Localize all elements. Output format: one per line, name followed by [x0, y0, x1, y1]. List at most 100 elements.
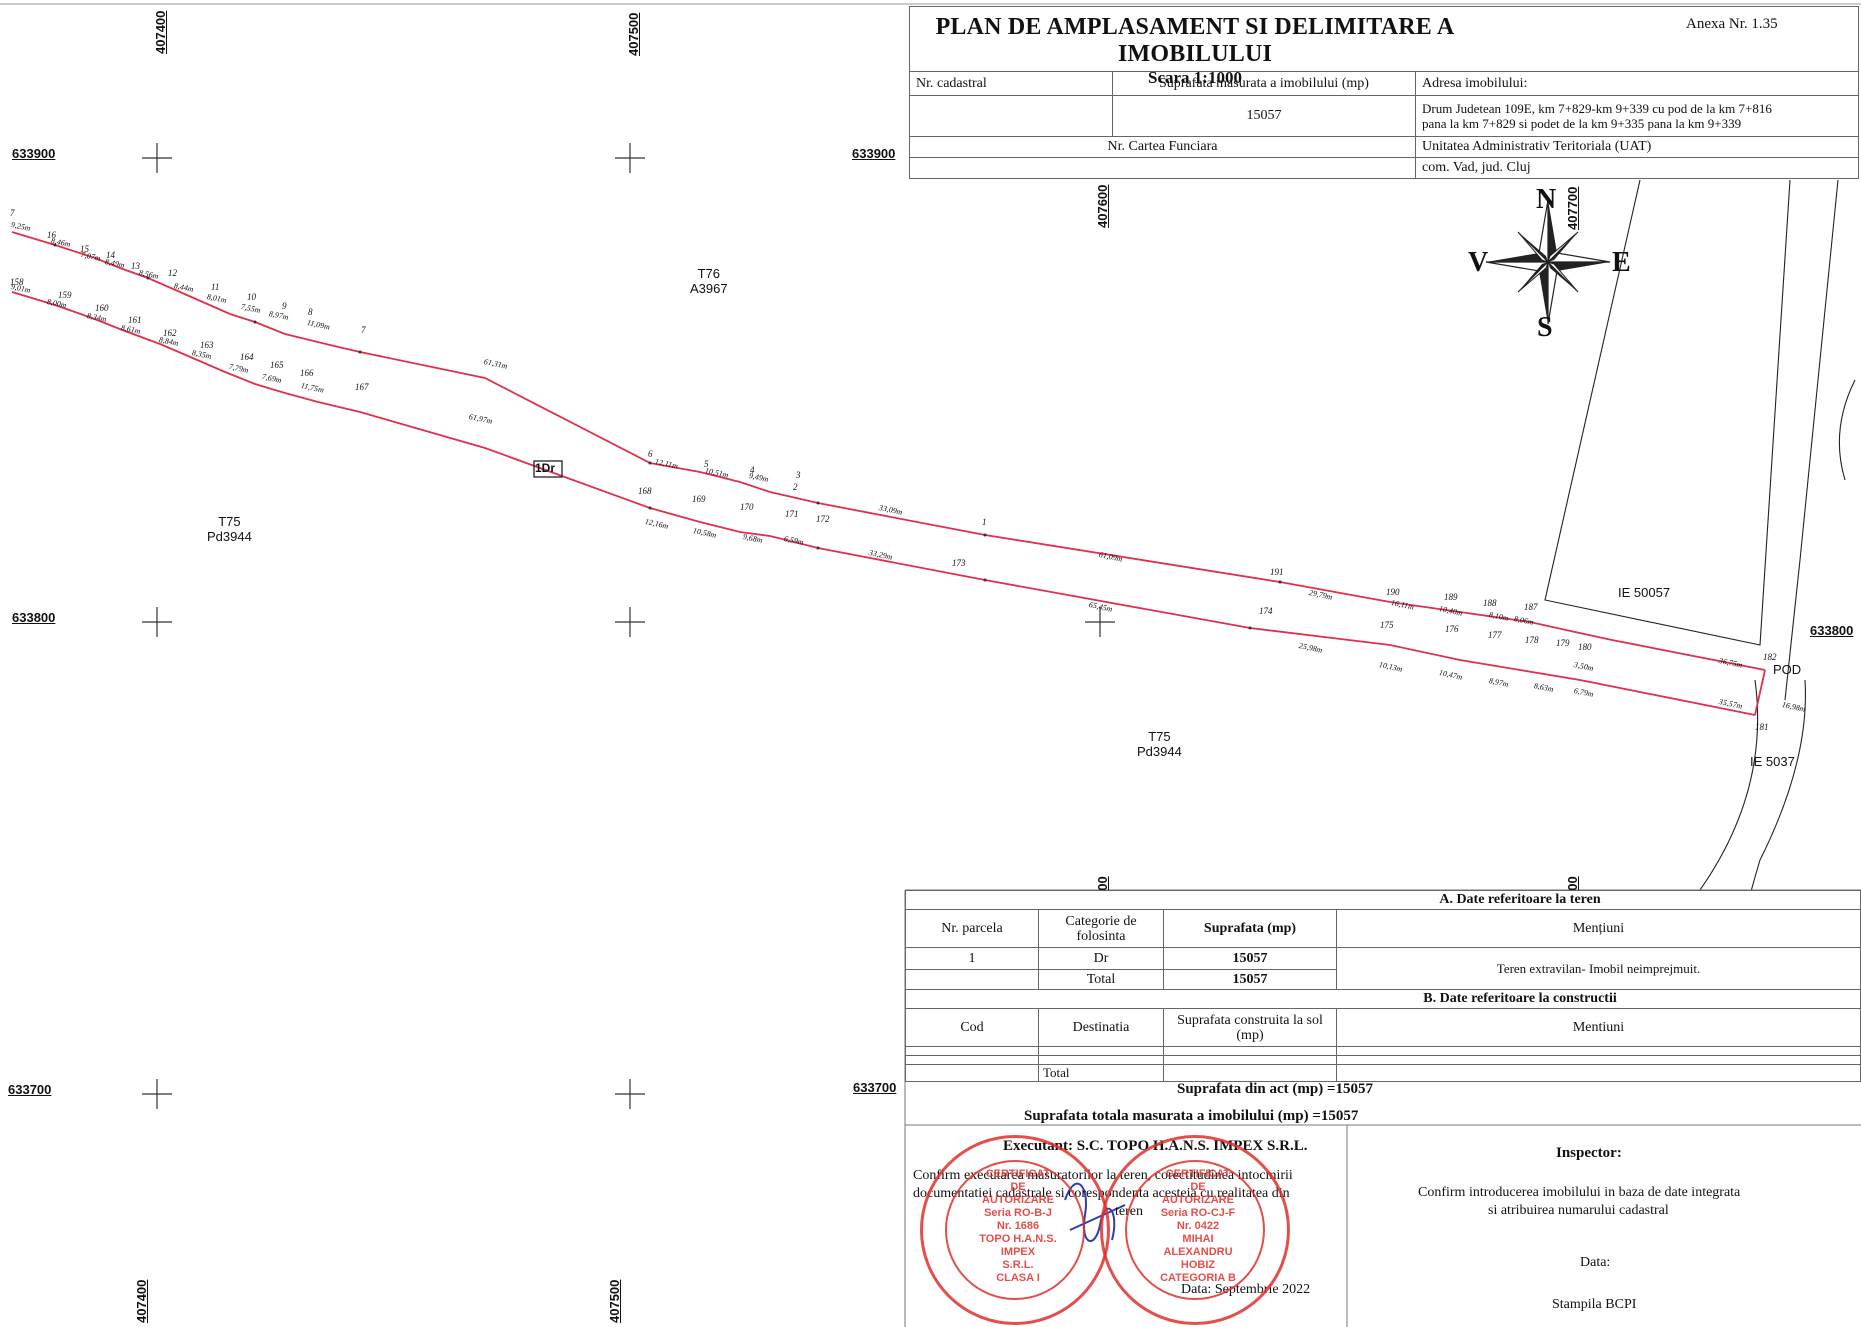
point-label: 160 — [95, 303, 109, 313]
stamp-line: Nr. 1686 — [996, 1220, 1040, 1232]
point-label: 172 — [816, 514, 830, 524]
grid-y-bot-left: 633700 — [8, 1082, 52, 1097]
point-label: 16 — [47, 230, 56, 240]
cf-label: Nr. Cartea Funciara — [909, 135, 1416, 158]
stamp-line: CERTIFICAT — [985, 1168, 1051, 1180]
col-suprafata-constructie: Suprafata construita la sol (mp) — [1163, 1008, 1337, 1047]
point-label: 12 — [168, 268, 177, 278]
point-label: 180 — [1578, 642, 1592, 652]
point-label: 15 — [80, 244, 89, 254]
parcel-label-t75-right: T75 Pd3944 — [1137, 729, 1182, 759]
point-label: 182 — [1763, 652, 1777, 662]
point-label: 191 — [1270, 567, 1284, 577]
point-label: 10 — [247, 292, 256, 302]
point-label: 6 — [648, 449, 653, 459]
point-label: 189 — [1444, 592, 1458, 602]
point-label: 170 — [740, 502, 754, 512]
stamp-line: TOPO H.A.N.S. — [979, 1233, 1057, 1245]
table-b-title: B. Date referitoare la constructii — [905, 989, 1861, 1009]
point-label: 8 — [308, 307, 313, 317]
total-value: 15057 — [1163, 969, 1337, 990]
suprafata-value: 15057 — [1112, 95, 1416, 137]
point-label: 11 — [211, 282, 220, 292]
grid-y-mid-right: 633800 — [1810, 623, 1854, 638]
col-mentiuni-b: Mentiuni — [1336, 1008, 1861, 1047]
grid-x3-top: 407600 — [1095, 184, 1110, 228]
stamp-line: S.R.L. — [1002, 1259, 1034, 1271]
stamp-line: DE — [1190, 1181, 1206, 1193]
col-mentiuni: Mențiuni — [1336, 909, 1861, 948]
col-categorie: Categorie de folosinta — [1038, 909, 1164, 948]
point-label: 164 — [240, 352, 254, 362]
grid-x2-top: 407500 — [626, 12, 641, 56]
point-label: 187 — [1524, 602, 1538, 612]
inspector-line2: si atribuirea numarului cadastral — [1488, 1203, 1669, 1218]
grid-y-top-right: 633900 — [852, 146, 896, 161]
stamp-line: HOBIZ — [1180, 1259, 1216, 1271]
stamp-line: Nr. 0422 — [1176, 1220, 1220, 1232]
point-label: 159 — [58, 290, 72, 300]
stamp-line: CLASA I — [996, 1272, 1040, 1284]
total-label: Total — [1038, 969, 1164, 990]
suprafata-act: Suprafata din act (mp) =15057 — [1177, 1081, 1374, 1097]
compass-n: N — [1536, 184, 1557, 215]
inspector-line1: Confirm introducerea imobilului in baza … — [1418, 1185, 1741, 1200]
parcel-label-t75-left: T75 Pd3944 — [207, 514, 252, 544]
point-label: 177 — [1488, 630, 1502, 640]
point-label: 179 — [1556, 638, 1570, 648]
parcel-id-box — [533, 460, 563, 478]
stamp-line: IMPEX — [1000, 1246, 1036, 1258]
parcel-id-label: 1Dr — [535, 461, 556, 475]
point-label: 181 — [1755, 722, 1769, 732]
stamp-line: CATEGORIA B — [1160, 1272, 1236, 1284]
point-label: 173 — [952, 558, 966, 568]
point-label: 162 — [163, 328, 177, 338]
teren-table: A. Date referitoare la teren Nr. parcela… — [905, 890, 1861, 1082]
inspector-date: Data: — [1580, 1255, 1611, 1270]
point-label: 1 — [982, 517, 987, 527]
stamp-line: CERTIFICAT — [1165, 1168, 1231, 1180]
table-a-title: A. Date referitoare la teren — [905, 890, 1861, 910]
point-label: 176 — [1445, 624, 1459, 634]
uat-value: com. Vad, jud. Cluj — [1415, 156, 1859, 180]
point-label: 158 — [10, 277, 24, 287]
compass-v: V — [1468, 247, 1489, 278]
road-boundary — [11, 231, 1766, 716]
row-nr: 1 — [905, 947, 1039, 970]
title-block: PLAN DE AMPLASAMENT SI DELIMITARE A IMOB… — [915, 14, 1475, 88]
annex-label: Anexa Nr. 1.35 — [1686, 16, 1778, 32]
point-label: 161 — [128, 315, 142, 325]
stamp-line: DE — [1010, 1181, 1026, 1193]
point-label: 190 — [1386, 587, 1400, 597]
point-label: 5 — [704, 459, 709, 469]
stamp-line: MIHAI — [1182, 1233, 1214, 1245]
row-categorie: Dr — [1038, 947, 1164, 970]
stamp-company: CERTIFICAT DE AUTORIZARE Seria RO-B-J Nr. 16… — [920, 1135, 1110, 1325]
point-label: 13 — [131, 261, 140, 271]
point-label: 7 — [361, 325, 366, 335]
point-label: 165 — [270, 360, 284, 370]
grid-x1-top: 407400 — [153, 10, 168, 54]
point-label: 4 — [750, 465, 755, 475]
point-label: 167 — [355, 382, 369, 392]
adresa-line2: pana la km 7+829 si podet de la km 9+335… — [1422, 115, 1742, 131]
point-label: 166 — [300, 368, 314, 378]
vertex-marks — [53, 243, 1282, 630]
grid-x1-bot: 407400 — [134, 1279, 149, 1323]
grid-crosses — [142, 143, 1115, 1109]
stamp-line: ALEXANDRU — [1163, 1246, 1233, 1258]
stamp-person: CERTIFICAT DE AUTORIZARE Seria RO-CJ-F Nr. 0… — [1100, 1135, 1290, 1325]
parcel-label-ie5037: IE 5037 — [1750, 754, 1795, 769]
point-label: 9 — [282, 301, 287, 311]
point-label: 178 — [1525, 635, 1539, 645]
stamp-line: Seria RO-CJ-F — [1160, 1207, 1236, 1219]
inspector-title: Inspector: — [1556, 1145, 1622, 1161]
adresa-label: Adresa imobilului: — [1415, 70, 1859, 97]
point-label: 175 — [1380, 620, 1394, 630]
row-suprafata: 15057 — [1163, 947, 1337, 970]
mentiuni-value: Teren extravilan- Imobil neimprejmuit. — [1336, 947, 1861, 990]
point-label: 3 — [796, 470, 801, 480]
header-table: Nr. cadastral Suprafata masurata a imobi… — [909, 6, 1859, 180]
point-label: 188 — [1483, 598, 1497, 608]
